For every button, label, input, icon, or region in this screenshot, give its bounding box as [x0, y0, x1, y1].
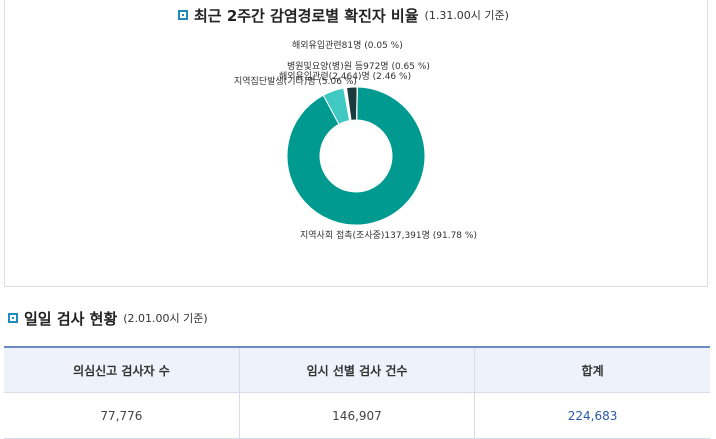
donut-slice [286, 86, 426, 226]
test-section-title: 일일 검사 현황 (2.01.00시 기준) [8, 307, 208, 329]
header-suspected: 의심신고 검사자 수 [4, 347, 240, 393]
header-temporary: 임시 선별 검사 건수 [239, 347, 476, 393]
test-title: 일일 검사 현황 [24, 309, 118, 328]
label-overseas-small: 해외유입관련81명 (0.05 %) [292, 41, 403, 51]
value-total: 224,683 [474, 392, 710, 439]
value-temporary: 146,907 [239, 392, 476, 439]
chart-section-title: 최근 2주간 감염경로별 확진자 비율 (1.31.00시 기준) [178, 4, 509, 26]
table-row: 77,776 146,907 224,683 [4, 392, 710, 439]
label-hospital: 병원및요양(병)원 등972명 (0.65 %) [287, 62, 430, 72]
table-header-row: 의심신고 검사자 수 임시 선별 검사 건수 합계 [4, 347, 710, 393]
section-square-icon [178, 10, 188, 20]
chart-panel [4, 0, 708, 287]
donut-chart [286, 86, 426, 226]
label-overseas: 해외유입관련(2,464)명 (2.46 %) [279, 72, 412, 82]
chart-subtitle: (1.31.00시 기준) [424, 9, 509, 22]
test-subtitle: (2.01.00시 기준) [123, 312, 208, 325]
donut-slice [356, 86, 358, 121]
label-community: 지역사회 접촉(조사중)137,391명 (91.78 %) [300, 231, 477, 241]
value-suspected: 77,776 [4, 392, 240, 439]
chart-title: 최근 2주간 감염경로별 확진자 비율 [194, 6, 419, 25]
section-square-icon [8, 313, 18, 323]
label-cluster: 지역집단발생(기타)명 (5.06 %) [234, 77, 357, 87]
header-total: 합계 [474, 347, 710, 393]
test-stats-table: 의심신고 검사자 수 임시 선별 검사 건수 합계 77,776 146,907… [4, 346, 710, 439]
